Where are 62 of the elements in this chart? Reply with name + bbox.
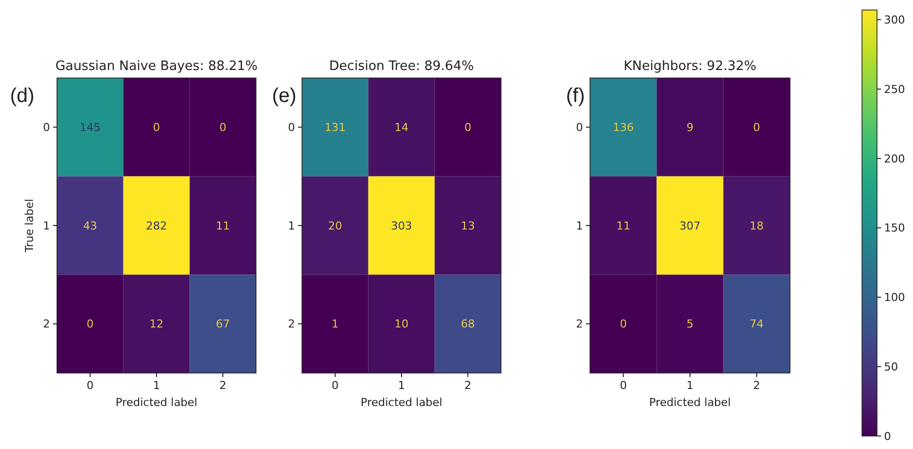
x-tick-label: 2 xyxy=(219,379,226,392)
color-bar-label: 250 xyxy=(884,82,905,96)
data-label: 307 xyxy=(680,219,700,232)
y-tick-label: 2 xyxy=(576,318,583,331)
data-label: 67 xyxy=(216,318,230,331)
color-bar-label: 0 xyxy=(884,430,891,443)
y-axis-title: True label xyxy=(23,198,36,254)
data-label: 145 xyxy=(80,121,101,134)
y-tick-label: 2 xyxy=(288,318,295,331)
data-label: 303 xyxy=(391,219,412,232)
color-bar-label: 50 xyxy=(884,360,898,374)
y-tick-label: 2 xyxy=(43,318,50,331)
chart-title: Decision Tree: 89.64% xyxy=(329,59,474,74)
data-label: 68 xyxy=(460,318,475,331)
x-tick-label: 2 xyxy=(464,379,472,392)
chart-title: KNeighbors: 92.32% xyxy=(624,59,756,74)
data-label: 43 xyxy=(83,219,98,232)
y-tick-label: 1 xyxy=(43,219,50,232)
x-axis-title: Predicted label xyxy=(116,396,198,409)
x-tick-label: 0 xyxy=(620,379,627,392)
data-label: 282 xyxy=(146,219,167,232)
data-label: 10 xyxy=(394,318,408,331)
data-label: 18 xyxy=(750,219,764,232)
y-tick-label: 0 xyxy=(288,121,295,134)
data-label: 0 xyxy=(753,121,760,134)
data-label: 0 xyxy=(86,318,94,331)
data-label: 12 xyxy=(150,318,164,331)
data-label: 14 xyxy=(394,121,408,134)
text: (f) xyxy=(566,85,585,107)
data-label: 74 xyxy=(750,318,764,331)
y-tick-label: 1 xyxy=(576,219,583,232)
data-label: 136 xyxy=(612,121,634,134)
data-label: 13 xyxy=(460,219,475,232)
x-tick-label: 0 xyxy=(86,379,94,392)
text: (e) xyxy=(272,85,296,107)
y-tick-label: 1 xyxy=(288,219,295,232)
data-label: 11 xyxy=(616,219,630,232)
color-bar-label: 300 xyxy=(884,14,905,27)
data-label: 131 xyxy=(324,121,346,134)
text: (d) xyxy=(10,85,34,107)
x-tick-label: 0 xyxy=(332,379,339,392)
data-label: 9 xyxy=(686,121,694,134)
data-label: 0 xyxy=(219,121,226,134)
color-bar-label: 200 xyxy=(884,152,905,166)
y-tick-label: 0 xyxy=(576,121,583,134)
chart-title: Gaussian Naive Bayes: 88.21% xyxy=(55,59,258,74)
data-label: 0 xyxy=(464,121,472,134)
data-label: 0 xyxy=(153,121,160,134)
x-axis-title: Predicted label xyxy=(360,396,442,409)
x-axis-title: Predicted label xyxy=(649,396,731,409)
x-tick-label: 1 xyxy=(686,379,694,392)
color-bar-label: 150 xyxy=(884,222,905,235)
data-label: 1 xyxy=(332,318,339,331)
y-tick-label: 0 xyxy=(43,121,50,134)
x-tick-label: 2 xyxy=(753,379,760,392)
data-label: 5 xyxy=(686,318,694,331)
x-tick-label: 1 xyxy=(398,379,405,392)
color-bar-label: 100 xyxy=(884,291,905,304)
data-label: 20 xyxy=(328,219,342,232)
data-label: 11 xyxy=(216,219,230,232)
data-label: 0 xyxy=(620,318,627,331)
x-tick-label: 1 xyxy=(153,379,160,392)
